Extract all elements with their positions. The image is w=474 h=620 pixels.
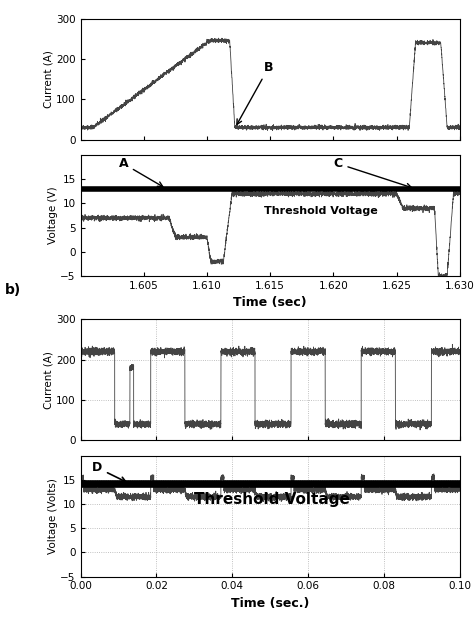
Y-axis label: Voltage (Volts): Voltage (Volts)	[47, 478, 57, 554]
Text: A: A	[118, 157, 163, 187]
Text: C: C	[333, 157, 411, 188]
Text: b): b)	[5, 283, 21, 297]
Text: B: B	[237, 61, 273, 125]
X-axis label: Time (sec): Time (sec)	[233, 296, 307, 309]
Text: Threshold Voltage: Threshold Voltage	[264, 206, 378, 216]
X-axis label: Time (sec.): Time (sec.)	[231, 597, 310, 610]
Text: D: D	[92, 461, 126, 482]
Text: Threshold Voltage: Threshold Voltage	[194, 492, 350, 507]
Y-axis label: Current (A): Current (A)	[43, 351, 53, 409]
Y-axis label: Current (A): Current (A)	[43, 50, 53, 108]
Y-axis label: Voltage (V): Voltage (V)	[47, 187, 57, 244]
